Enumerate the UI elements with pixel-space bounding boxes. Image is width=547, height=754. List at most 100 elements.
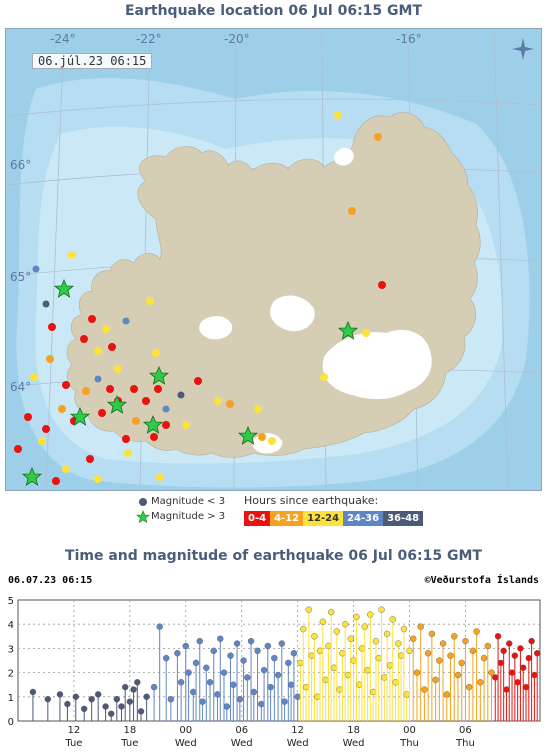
magnitude-point: [214, 691, 221, 698]
magnitude-point: [520, 664, 527, 671]
y-tick-label: 3: [8, 644, 14, 655]
legend-mag-gt3: Magnitude > 3: [151, 511, 226, 522]
magnitude-point: [364, 666, 371, 674]
x-tick-hour: 12: [68, 725, 81, 736]
magnitude-point: [290, 650, 298, 657]
lat-label: 65°: [10, 270, 31, 284]
magnitude-point: [264, 642, 272, 650]
magnitude-point: [503, 686, 510, 693]
lat-label: 66°: [10, 158, 31, 172]
magnitude-point: [278, 640, 285, 647]
magnitude-point: [126, 698, 134, 705]
magnitude-point: [451, 633, 458, 640]
magnitude-point: [311, 633, 318, 640]
magnitude-point: [522, 683, 530, 691]
magnitude-point: [392, 679, 399, 686]
mid-events: [30, 111, 382, 483]
magnitude-point: [254, 647, 261, 655]
magnitude-point: [217, 635, 224, 642]
magnitude-point: [113, 696, 121, 703]
magnitude-point: [29, 688, 37, 696]
magnitude-point: [344, 671, 352, 679]
magnitude-point: [72, 693, 79, 701]
magnitude-point: [121, 683, 129, 691]
magnitude-point: [372, 637, 380, 645]
y-tick-label: 0: [8, 717, 14, 728]
magnitude-point: [339, 650, 346, 657]
x-tick-hour: 00: [179, 725, 192, 736]
magnitude-point: [534, 650, 541, 657]
magnitude-point: [447, 652, 454, 659]
x-tick-hour: 18: [347, 725, 360, 736]
magnitude-point: [108, 710, 115, 717]
map-timestamp: 06.júl.23 06:15: [32, 53, 153, 69]
lon-label: -24°: [50, 32, 76, 46]
magnitude-point: [258, 700, 265, 708]
hours-chip-0-4: 0-4: [244, 511, 271, 526]
magnitude-point: [417, 623, 424, 630]
magnitude-point: [477, 679, 484, 686]
map-title: Earthquake location 06 Jul 06:15 GMT: [124, 3, 423, 19]
magnitude-point: [525, 654, 533, 662]
chart-title: Time and magnitude of earthquake 06 Jul …: [65, 548, 482, 564]
compass-icon[interactable]: [511, 37, 535, 61]
magnitude-point: [64, 700, 71, 708]
magnitude-point: [410, 635, 417, 642]
magnitude-point: [484, 642, 491, 650]
magnitude-point: [297, 659, 304, 667]
magnitude-point: [439, 640, 447, 647]
legend-row-large: Magnitude > 3: [135, 509, 225, 524]
magnitude-point: [333, 628, 340, 635]
magnitude-point: [294, 693, 301, 701]
magnitude-point: [308, 652, 315, 659]
magnitude-point: [260, 666, 268, 674]
magnitude-point: [386, 662, 394, 669]
magnitude-point: [174, 650, 181, 657]
x-tick-day: Wed: [287, 738, 309, 749]
y-tick-label: 4: [8, 620, 14, 631]
magnitude-point: [511, 652, 519, 659]
magnitude-point: [443, 691, 450, 698]
magnitude-point: [506, 640, 513, 647]
magnitude-point: [316, 647, 324, 655]
hours-legend-title: Hours since earthquake:: [244, 494, 379, 507]
magnitude-point: [432, 676, 439, 684]
magnitude-point: [494, 633, 502, 640]
map-canvas[interactable]: -24° -22° -20° -16° 66° 65° 64°: [6, 29, 542, 491]
magnitude-point: [80, 705, 88, 713]
earthquake-map[interactable]: -24° -22° -20° -16° 66° 65° 64° 06.júl.2…: [5, 28, 542, 491]
magnitude-point: [531, 671, 538, 679]
magnitude-point: [514, 679, 521, 686]
lon-label: -16°: [396, 32, 422, 46]
latitude-labels: 66° 65° 64°: [10, 158, 31, 394]
magnitude-point: [367, 611, 374, 618]
magnitude-point: [395, 640, 402, 647]
plot-area: [17, 599, 541, 722]
magnitude-point: [330, 664, 338, 671]
magnitude-point: [130, 686, 137, 693]
magnitude-point: [167, 696, 175, 703]
x-tick-day: Wed: [175, 738, 197, 749]
magnitude-point: [413, 669, 421, 676]
dot-icon: [135, 497, 151, 507]
hours-chip-4-12: 4-12: [270, 511, 304, 526]
magnitude-point: [281, 698, 288, 705]
magnitude-point: [508, 669, 516, 676]
magnitude-point: [458, 659, 465, 667]
hours-legend: Hours since earthquake: 0-4 4-12 12-24 2…: [244, 494, 424, 526]
magnitude-point: [528, 637, 535, 645]
magnitude-point: [369, 688, 377, 696]
magnitude-point: [336, 686, 343, 693]
magnitude-point: [378, 606, 385, 613]
magnitude-point: [353, 613, 360, 621]
magnitude-legend: Magnitude < 3 Magnitude > 3: [135, 494, 225, 524]
magnitude-point: [314, 693, 321, 701]
magnitude-point: [220, 669, 228, 676]
x-tick-day: Wed: [343, 738, 365, 749]
magnitude-point: [424, 650, 432, 657]
x-tick-day: Thu: [455, 738, 475, 749]
magnitude-point: [381, 674, 388, 681]
magnitude-point: [196, 637, 203, 645]
magnitude-point: [44, 696, 52, 703]
magnitude-point: [156, 623, 163, 630]
